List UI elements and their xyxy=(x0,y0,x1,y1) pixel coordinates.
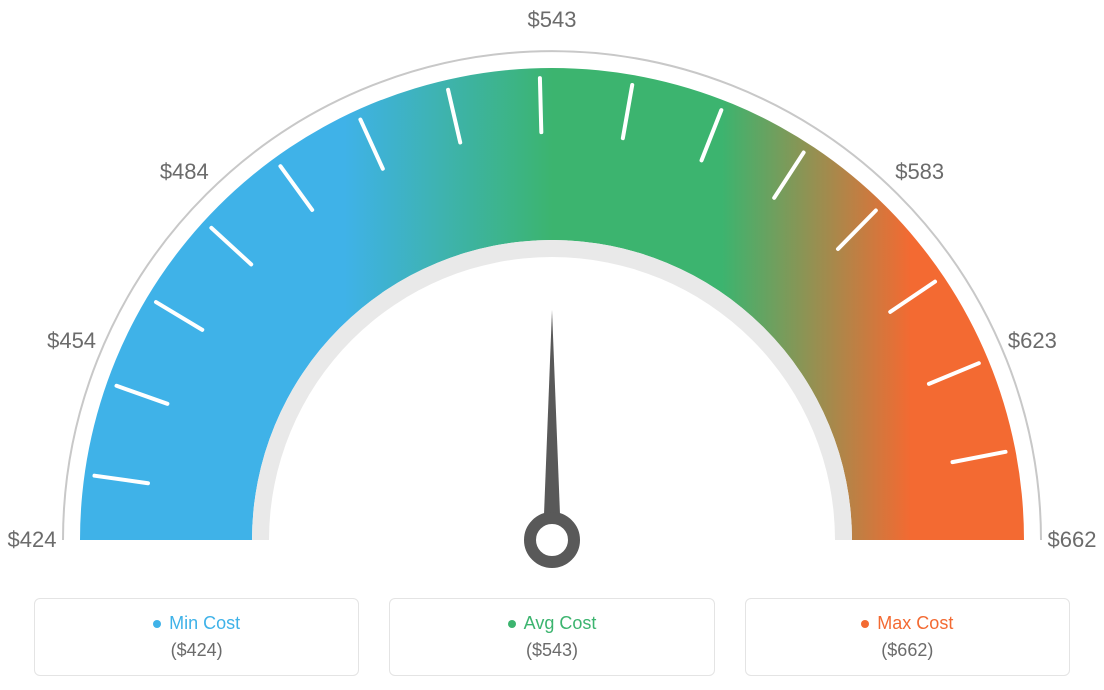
gauge-scale-label: $662 xyxy=(1048,527,1097,553)
gauge-scale-label: $623 xyxy=(1008,328,1057,354)
legend-title-avg: Avg Cost xyxy=(508,613,597,634)
legend-value-min: ($424) xyxy=(171,640,223,661)
legend-title-min: Min Cost xyxy=(153,613,240,634)
legend-dot-max xyxy=(861,620,869,628)
gauge-scale-label: $543 xyxy=(528,7,577,33)
gauge-scale-label: $484 xyxy=(160,159,209,185)
gauge-scale-label: $583 xyxy=(895,159,944,185)
legend-dot-avg xyxy=(508,620,516,628)
legend-label-avg: Avg Cost xyxy=(524,613,597,634)
legend-row: Min Cost ($424) Avg Cost ($543) Max Cost… xyxy=(0,598,1104,690)
gauge-scale-label: $454 xyxy=(47,328,96,354)
legend-title-max: Max Cost xyxy=(861,613,953,634)
legend-dot-min xyxy=(153,620,161,628)
gauge-scale-label: $424 xyxy=(8,527,57,553)
legend-label-max: Max Cost xyxy=(877,613,953,634)
cost-gauge: $424 $454 $484 $543 $583 $623 $662 xyxy=(0,0,1104,580)
legend-value-avg: ($543) xyxy=(526,640,578,661)
legend-label-min: Min Cost xyxy=(169,613,240,634)
gauge-svg xyxy=(0,20,1104,600)
legend-value-max: ($662) xyxy=(881,640,933,661)
legend-card-max: Max Cost ($662) xyxy=(745,598,1070,676)
legend-card-min: Min Cost ($424) xyxy=(34,598,359,676)
legend-card-avg: Avg Cost ($543) xyxy=(389,598,714,676)
